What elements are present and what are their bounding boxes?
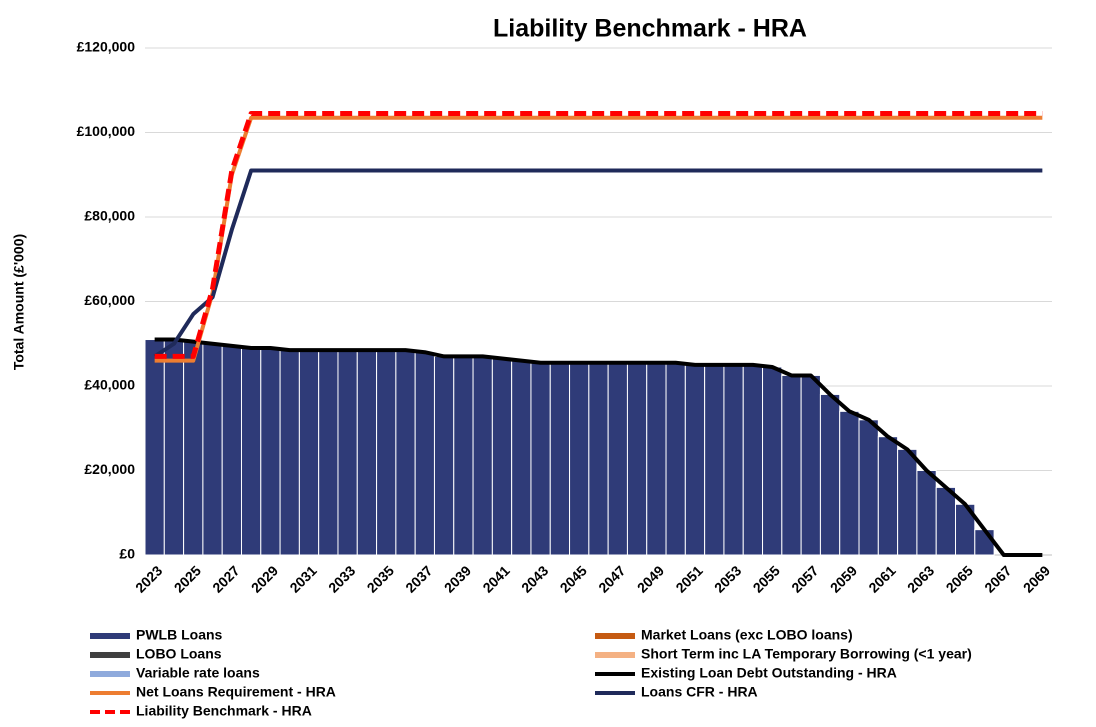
- bar: [414, 351, 435, 556]
- x-tick-label: 2067: [981, 562, 1014, 595]
- x-tick-label: 2037: [402, 562, 435, 595]
- bar: [607, 362, 628, 556]
- x-tick-label: 2057: [788, 562, 821, 595]
- bar: [800, 374, 821, 556]
- x-tick-label: 2059: [827, 562, 860, 595]
- y-tick-label: £20,000: [84, 461, 135, 477]
- x-tick-label: 2049: [634, 562, 667, 595]
- x-tick-label: 2043: [518, 562, 551, 595]
- bar: [742, 364, 764, 556]
- bar: [298, 349, 320, 556]
- legend-label: Net Loans Requirement - HRA: [136, 684, 336, 700]
- bar: [318, 349, 339, 556]
- legend-label: Market Loans (exc LOBO loans): [641, 627, 853, 643]
- legend-label: Existing Loan Debt Outstanding - HRA: [641, 665, 897, 681]
- y-axis-label: Total Amount (£'000): [11, 234, 27, 370]
- x-tick-label: 2055: [750, 562, 783, 595]
- bar: [202, 343, 223, 556]
- legend-label: LOBO Loans: [136, 646, 222, 662]
- bar: [819, 393, 841, 556]
- bar: [511, 360, 532, 556]
- bar: [491, 358, 513, 556]
- bar: [530, 362, 551, 556]
- x-tick-label: 2029: [248, 562, 281, 595]
- y-tick-label: £120,000: [77, 39, 136, 55]
- x-tick-label: 2031: [286, 562, 319, 595]
- bar: [723, 364, 744, 556]
- bar: [337, 349, 358, 556]
- line: [153, 168, 1043, 359]
- legend-label: Variable rate loans: [136, 665, 260, 681]
- bar: [453, 355, 474, 556]
- bar: [260, 347, 281, 556]
- line: [154, 110, 1043, 359]
- y-tick-label: £100,000: [77, 123, 136, 139]
- legend-label: Short Term inc LA Temporary Borrowing (<…: [641, 646, 972, 662]
- bar: [935, 486, 957, 556]
- bar: [974, 529, 995, 556]
- x-tick-label: 2023: [132, 562, 165, 595]
- bar: [549, 362, 571, 556]
- x-tick-label: 2035: [364, 562, 397, 595]
- y-tick-label: £40,000: [84, 377, 135, 393]
- x-tick-label: 2061: [865, 562, 898, 595]
- x-tick-label: 2069: [1020, 562, 1053, 595]
- y-tick-label: £80,000: [84, 208, 135, 224]
- chart-title: Liability Benchmark - HRA: [493, 15, 807, 43]
- bar: [569, 362, 590, 556]
- bar: [839, 410, 860, 556]
- bar: [588, 362, 609, 556]
- x-tick-label: 2045: [557, 562, 590, 595]
- x-tick-label: 2039: [441, 562, 474, 595]
- bar: [356, 349, 378, 556]
- x-tick-label: 2063: [904, 562, 937, 595]
- bar: [684, 364, 706, 556]
- x-tick-label: 2027: [209, 562, 242, 595]
- legend-label: Liability Benchmark - HRA: [136, 703, 312, 719]
- x-tick-label: 2065: [943, 562, 976, 595]
- x-tick-label: 2053: [711, 562, 744, 595]
- bar: [240, 347, 262, 556]
- bar: [221, 345, 242, 556]
- line: [154, 115, 1043, 363]
- bar: [144, 339, 165, 556]
- bar: [665, 362, 686, 556]
- bar: [279, 349, 300, 556]
- x-tick-label: 2025: [171, 562, 204, 595]
- legend-label: Loans CFR - HRA: [641, 684, 758, 700]
- bar: [916, 470, 937, 556]
- bar: [376, 349, 397, 556]
- legend-label: PWLB Loans: [136, 627, 223, 643]
- bar: [183, 341, 204, 556]
- bar: [626, 362, 648, 556]
- bar: [781, 374, 802, 556]
- bar: [433, 355, 455, 556]
- y-tick-label: £0: [119, 546, 135, 562]
- bar: [704, 364, 725, 556]
- bar: [762, 366, 783, 556]
- bar: [877, 436, 899, 556]
- y-tick-label: £60,000: [84, 292, 135, 308]
- x-tick-label: 2041: [479, 562, 512, 595]
- bar: [858, 419, 879, 556]
- bar: [472, 355, 493, 556]
- bar: [646, 362, 667, 556]
- bar: [897, 448, 918, 556]
- bar: [163, 339, 185, 556]
- bar: [395, 349, 416, 556]
- line: [154, 337, 1043, 557]
- x-tick-label: 2051: [672, 562, 705, 595]
- x-tick-label: 2047: [595, 562, 628, 595]
- x-tick-label: 2033: [325, 562, 358, 595]
